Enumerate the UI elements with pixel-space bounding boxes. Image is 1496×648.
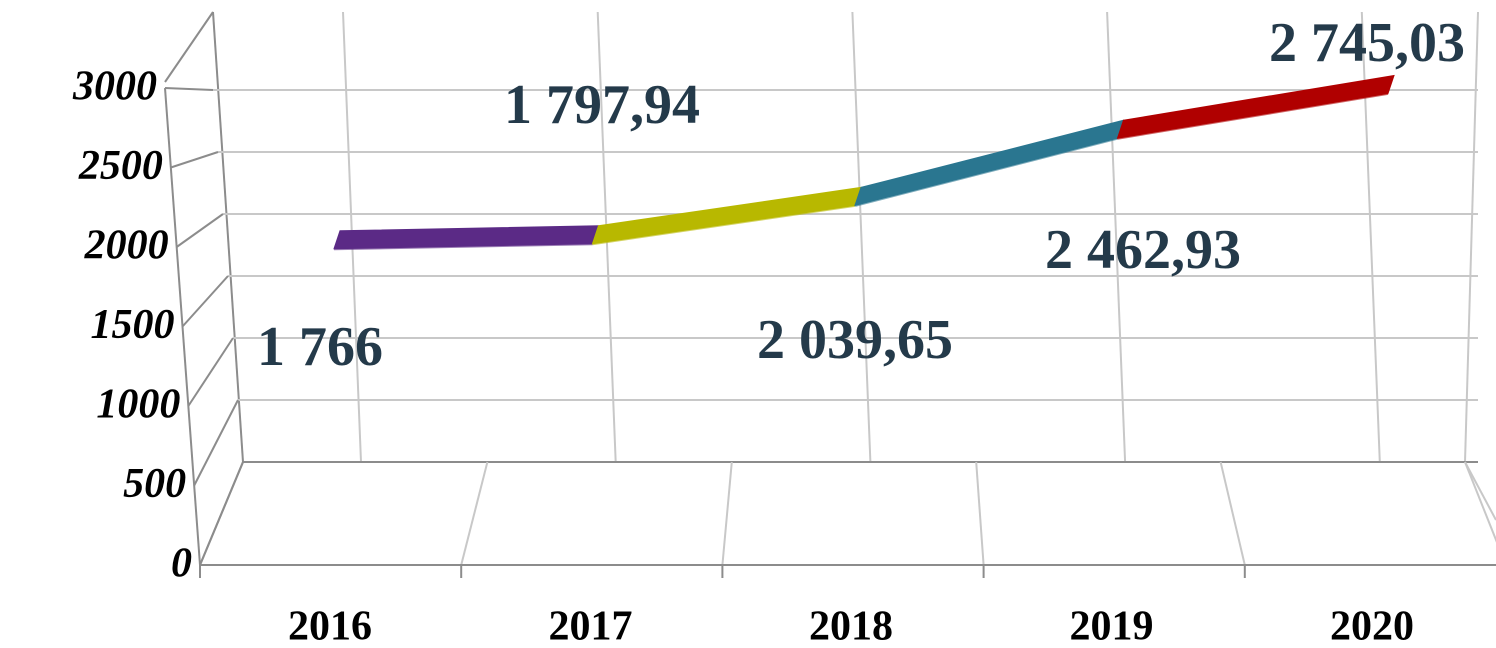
- side-grid-line: [193, 399, 239, 486]
- data-label: 1 766: [257, 316, 383, 378]
- floor-line: [1464, 461, 1496, 543]
- y-tick-label: 2500: [78, 143, 163, 189]
- side-grid-line: [181, 275, 229, 328]
- x-tick-label: 2017: [549, 604, 633, 648]
- x-tick-label: 2016: [288, 604, 372, 648]
- data-label: 2 745,03: [1269, 12, 1465, 74]
- ribbon-segment: [1116, 74, 1395, 139]
- ribbon-edge: [854, 136, 1118, 207]
- y-tick-label: 1000: [96, 382, 180, 428]
- wall-edge: [212, 11, 244, 463]
- back-grid-v: [851, 11, 872, 463]
- side-grid-line: [170, 151, 219, 169]
- floor-line: [199, 461, 244, 566]
- data-label: 2 462,93: [1045, 219, 1241, 281]
- data-label: 2 039,65: [757, 309, 953, 371]
- floor-line: [721, 461, 733, 566]
- ribbon-edge: [1117, 91, 1389, 140]
- wall-edge: [164, 11, 214, 83]
- data-label: 1 797,94: [504, 74, 700, 136]
- ribbon-edge: [592, 203, 856, 246]
- y-tick-label: 1500: [91, 302, 175, 348]
- side-grid-line: [187, 337, 234, 407]
- floor-line: [1219, 461, 1246, 566]
- ribbon-segment: [591, 186, 862, 245]
- back-grid-v: [1106, 11, 1127, 463]
- x-tick-label: 2019: [1070, 604, 1154, 648]
- y-tick-label: 500: [123, 461, 186, 507]
- wall-edge: [1464, 11, 1479, 463]
- x-tick-label: 2018: [809, 604, 893, 648]
- x-tick-label: 2020: [1330, 604, 1414, 648]
- side-grid-line: [164, 87, 214, 91]
- floor-edge: [1464, 461, 1496, 521]
- floor-line: [460, 461, 489, 566]
- floor-line: [975, 461, 985, 566]
- y-tick-label: 0: [171, 541, 192, 587]
- y-tick-label: 3000: [72, 64, 157, 110]
- ribbon-segment: [854, 119, 1125, 207]
- y-tick-label: 2000: [84, 223, 169, 269]
- ribbon-edge: [333, 242, 593, 251]
- side-grid-line: [176, 213, 224, 248]
